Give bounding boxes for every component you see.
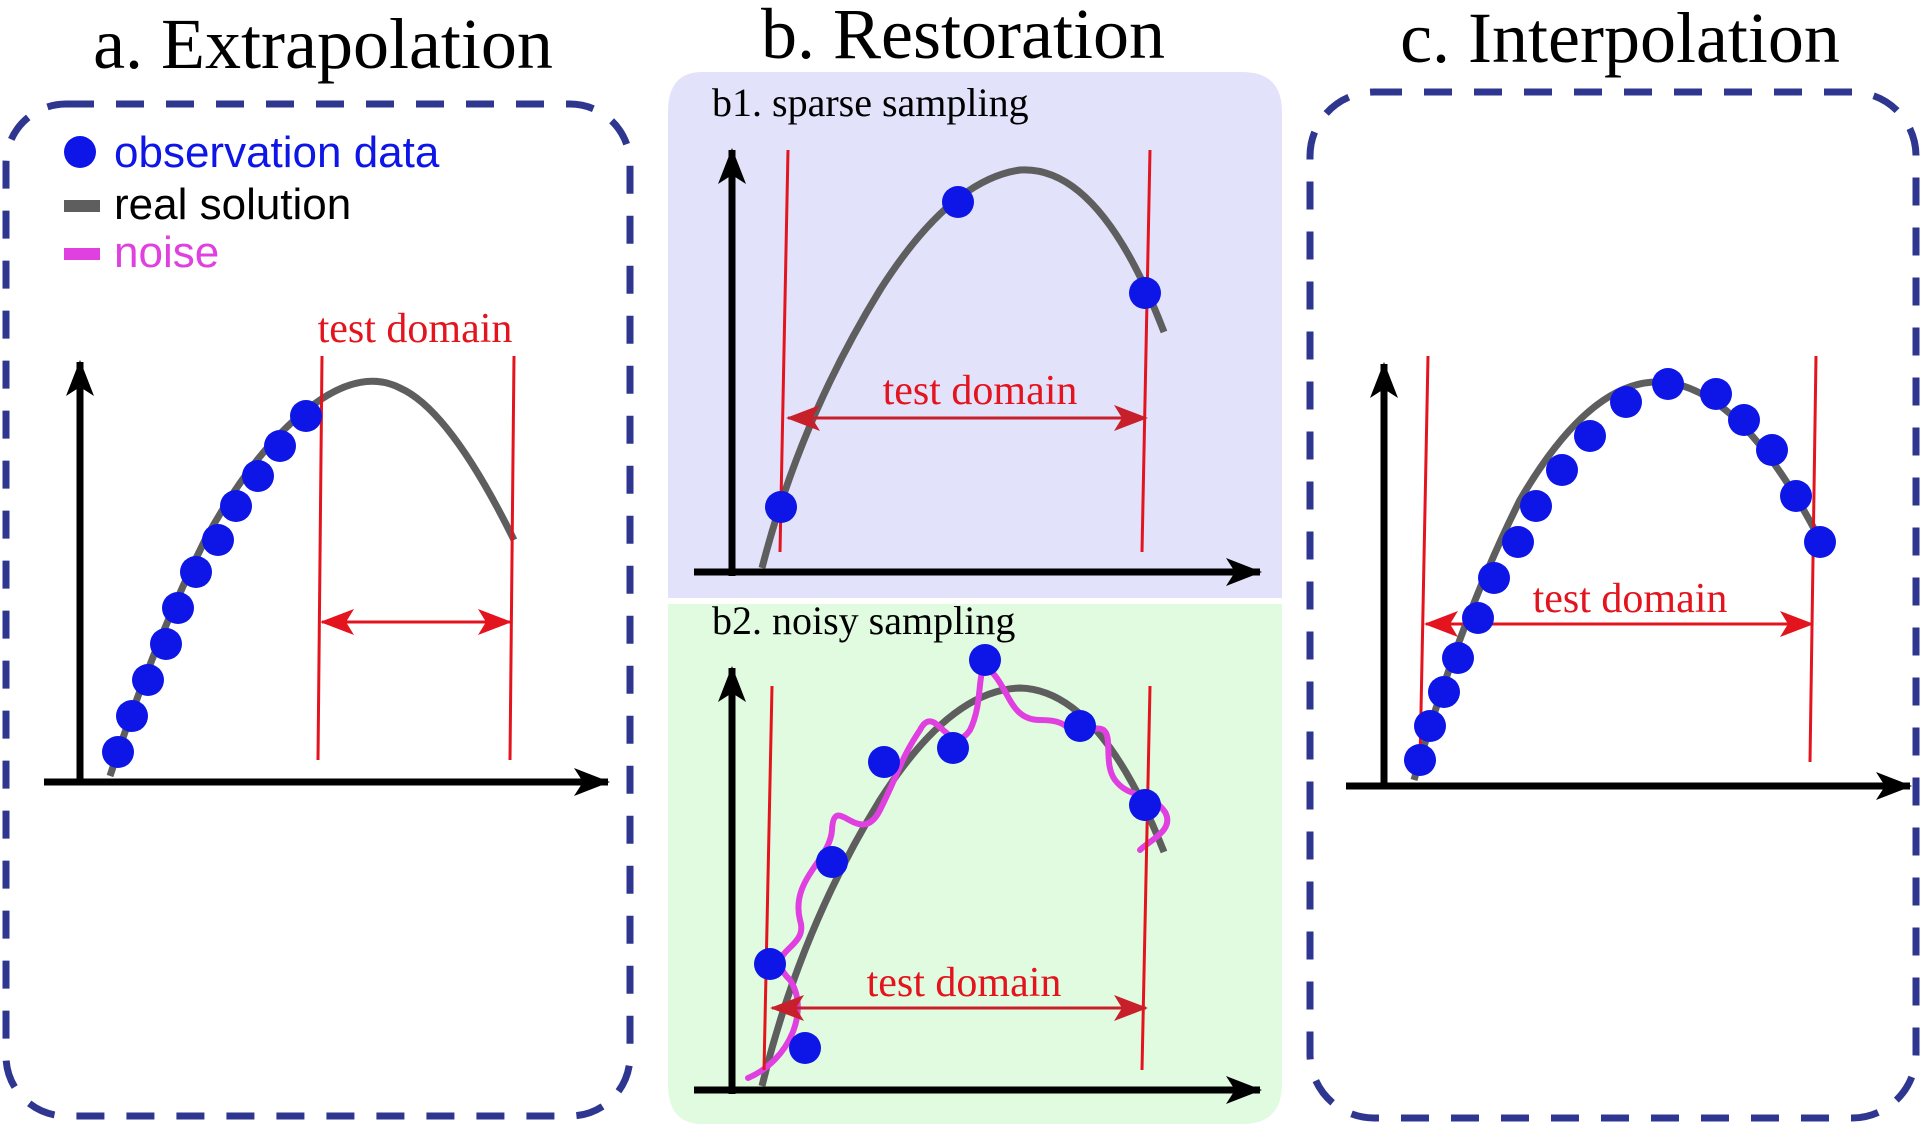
panel-b2-background (668, 604, 1282, 1124)
observation-point (937, 732, 969, 764)
observation-point (220, 490, 252, 522)
observation-point (132, 664, 164, 696)
observation-point (1129, 277, 1161, 309)
observation-point (1462, 602, 1494, 634)
observation-point (1610, 386, 1642, 418)
title-restoration: b. Restoration (761, 0, 1165, 74)
observation-point (1520, 490, 1552, 522)
panel-b1-test-domain-right-line (1140, 149, 1152, 553)
observation-point (1442, 642, 1474, 674)
observation-point (202, 524, 234, 556)
panel-c-test-domain-left-line (1418, 355, 1430, 763)
observation-point (162, 592, 194, 624)
observation-point (1502, 526, 1534, 558)
panel-c-test-domain-label: test domain (1533, 576, 1728, 622)
panel-b1-observation-points (765, 186, 1161, 523)
observation-point (150, 628, 182, 660)
panel-b1-real-solution-curve (758, 166, 1168, 569)
panel-c-test-domain-right-line (1808, 355, 1818, 763)
observation-point (1404, 744, 1436, 776)
observation-point (1700, 378, 1732, 410)
observation-point (102, 736, 134, 768)
panel-a-real-solution-curve (106, 377, 518, 778)
panel-b1-background (668, 72, 1282, 598)
panel-a-test-domain-right-line (508, 355, 516, 761)
observation-point (1756, 434, 1788, 466)
title-interpolation: c. Interpolation (1400, 0, 1840, 78)
observation-point (868, 746, 900, 778)
observation-point (116, 700, 148, 732)
panel-a-frame (2, 100, 634, 1120)
observation-point (1652, 368, 1684, 400)
panel-b1-test-domain-label: test domain (883, 368, 1078, 414)
title-extrapolation: a. Extrapolation (93, 4, 553, 84)
legend: observation data real solution noise (64, 128, 440, 277)
observation-point (1428, 676, 1460, 708)
panel-restoration: b1. sparse sampling test domain b2. nois… (668, 72, 1282, 1124)
observation-point (264, 430, 296, 462)
panel-a-test-domain-left-line (316, 355, 324, 761)
panel-c-observation-points (1404, 368, 1836, 776)
observation-point (1546, 454, 1578, 486)
observation-point (1780, 480, 1812, 512)
observation-point (754, 948, 786, 980)
panel-b2-observation-points (754, 644, 1161, 1064)
panel-b2-test-domain-label: test domain (867, 960, 1062, 1006)
panel-c-frame (1306, 88, 1920, 1122)
observation-point (1728, 404, 1760, 436)
panel-extrapolation: observation data real solution noise tes… (2, 100, 634, 1120)
observation-point (765, 491, 797, 523)
legend-noise-label: noise (114, 228, 219, 277)
panel-b2-test-domain-left-line (762, 685, 774, 1071)
observation-dot-icon (64, 136, 96, 168)
observation-point (1129, 789, 1161, 821)
observation-point (789, 1032, 821, 1064)
observation-point (180, 556, 212, 588)
panel-b1-subtitle: b1. sparse sampling (712, 80, 1029, 125)
observation-point (942, 186, 974, 218)
observation-point (1064, 710, 1096, 742)
panel-a-test-domain-label: test domain (318, 306, 513, 352)
observation-point (1574, 420, 1606, 452)
noise-dash-icon (64, 248, 100, 260)
panel-b2-subtitle: b2. noisy sampling (712, 598, 1015, 643)
observation-point (1478, 562, 1510, 594)
real-solution-dash-icon (64, 200, 100, 212)
observation-point (290, 400, 322, 432)
observation-point (1414, 710, 1446, 742)
observation-point (1804, 526, 1836, 558)
panel-b1-test-domain-left-line (778, 149, 790, 553)
legend-real-solution-label: real solution (114, 180, 351, 229)
panel-interpolation: test domain (1306, 88, 1920, 1122)
legend-observation-label: observation data (114, 128, 440, 177)
observation-point (969, 644, 1001, 676)
panel-a-observation-points (102, 400, 322, 768)
observation-point (242, 460, 274, 492)
observation-point (816, 846, 848, 878)
